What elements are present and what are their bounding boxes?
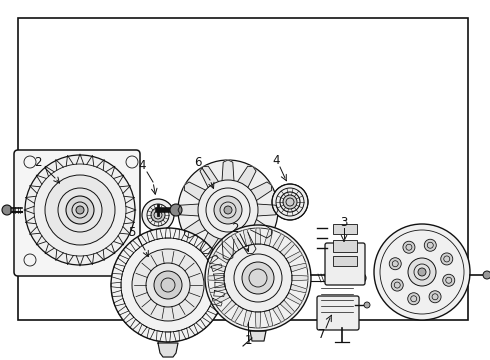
Circle shape (198, 180, 258, 240)
Polygon shape (184, 220, 205, 238)
Circle shape (483, 271, 490, 279)
Polygon shape (208, 275, 224, 281)
Polygon shape (272, 234, 285, 250)
Polygon shape (231, 306, 244, 322)
Circle shape (242, 262, 274, 294)
Circle shape (154, 271, 182, 299)
Text: 5: 5 (128, 225, 136, 239)
Circle shape (151, 208, 165, 222)
Text: 6: 6 (194, 156, 202, 168)
Circle shape (214, 196, 242, 224)
Circle shape (76, 206, 84, 214)
Circle shape (224, 206, 232, 214)
Polygon shape (290, 263, 307, 272)
Polygon shape (280, 300, 295, 315)
Polygon shape (264, 310, 273, 327)
Circle shape (132, 249, 204, 321)
Polygon shape (238, 166, 256, 188)
Polygon shape (178, 204, 198, 216)
Text: 2: 2 (34, 156, 42, 168)
Polygon shape (214, 293, 230, 305)
Polygon shape (286, 251, 302, 264)
Polygon shape (250, 331, 266, 341)
Circle shape (441, 253, 453, 265)
Polygon shape (231, 234, 244, 250)
Polygon shape (280, 241, 295, 256)
Text: 4: 4 (272, 153, 280, 166)
Circle shape (178, 160, 278, 260)
Circle shape (389, 258, 401, 270)
Polygon shape (214, 251, 230, 264)
Circle shape (2, 205, 12, 215)
Polygon shape (243, 229, 252, 246)
Circle shape (142, 199, 174, 231)
Circle shape (205, 225, 311, 331)
Polygon shape (209, 284, 226, 293)
Polygon shape (209, 263, 226, 272)
Polygon shape (200, 166, 219, 188)
Circle shape (272, 184, 308, 220)
Text: 4: 4 (138, 158, 146, 171)
Bar (18, 18, 468, 320)
Polygon shape (184, 182, 205, 201)
Polygon shape (272, 306, 285, 322)
Polygon shape (292, 275, 308, 281)
Circle shape (111, 228, 225, 342)
Circle shape (66, 196, 94, 224)
Polygon shape (264, 229, 273, 246)
Text: 2: 2 (231, 221, 239, 234)
Circle shape (170, 204, 182, 216)
Bar (333, 240, 357, 252)
Circle shape (408, 293, 420, 305)
Circle shape (424, 239, 436, 251)
Circle shape (374, 224, 470, 320)
Polygon shape (222, 239, 234, 260)
Circle shape (25, 155, 135, 265)
Circle shape (356, 273, 366, 283)
Text: 1: 1 (244, 333, 252, 346)
Circle shape (418, 268, 426, 276)
Polygon shape (200, 233, 219, 254)
Polygon shape (286, 293, 302, 305)
Polygon shape (255, 228, 261, 244)
Polygon shape (250, 220, 272, 238)
Circle shape (443, 274, 455, 286)
Polygon shape (290, 284, 307, 293)
Circle shape (403, 241, 415, 253)
Text: 7: 7 (318, 328, 326, 342)
Polygon shape (238, 233, 256, 254)
Bar (333, 224, 357, 234)
Circle shape (429, 291, 441, 303)
FancyBboxPatch shape (14, 150, 140, 276)
Polygon shape (255, 312, 261, 328)
Circle shape (408, 258, 436, 286)
Text: 3: 3 (341, 216, 348, 229)
Circle shape (224, 244, 292, 312)
Circle shape (45, 175, 115, 245)
Bar (333, 256, 357, 266)
Circle shape (391, 279, 403, 291)
Polygon shape (221, 300, 236, 315)
Circle shape (364, 302, 370, 308)
Circle shape (283, 195, 297, 209)
Polygon shape (158, 343, 178, 357)
FancyBboxPatch shape (325, 243, 365, 285)
Polygon shape (250, 182, 272, 201)
FancyBboxPatch shape (317, 296, 359, 330)
Polygon shape (257, 204, 278, 216)
Polygon shape (243, 310, 252, 327)
Polygon shape (222, 160, 234, 181)
Polygon shape (221, 241, 236, 256)
